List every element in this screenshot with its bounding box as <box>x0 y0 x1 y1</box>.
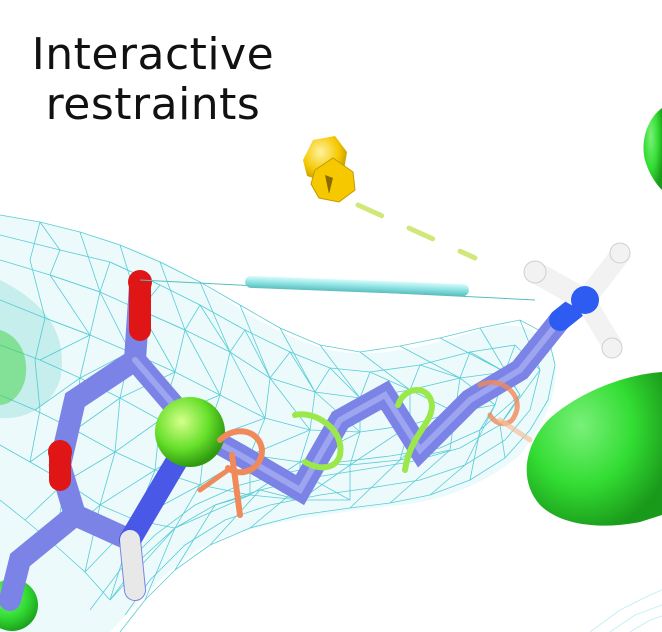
distance-restraint[interactable] <box>139 275 536 301</box>
atoms <box>48 242 631 464</box>
pushpin-icon[interactable] <box>303 136 356 203</box>
title-line-2: restraints <box>45 79 261 130</box>
green-density-blob-left <box>0 330 27 405</box>
torsion-ring-orange-1[interactable] <box>197 428 266 518</box>
torsion-ring-green-1[interactable] <box>292 411 344 471</box>
torsion-restraints[interactable] <box>197 379 533 518</box>
density-mesh-corner <box>589 589 662 632</box>
torsion-ring-green-2[interactable] <box>395 387 436 473</box>
green-density-blob-right <box>526 372 662 526</box>
figure-title: Interactive restraints <box>0 30 306 130</box>
torsion-ring-orange-2[interactable] <box>477 379 533 443</box>
selected-atom-sphere[interactable] <box>155 397 225 467</box>
pointer-restraint[interactable] <box>355 202 478 261</box>
green-density-blob-top-right <box>643 108 662 190</box>
title-line-1: Interactive <box>31 29 275 80</box>
